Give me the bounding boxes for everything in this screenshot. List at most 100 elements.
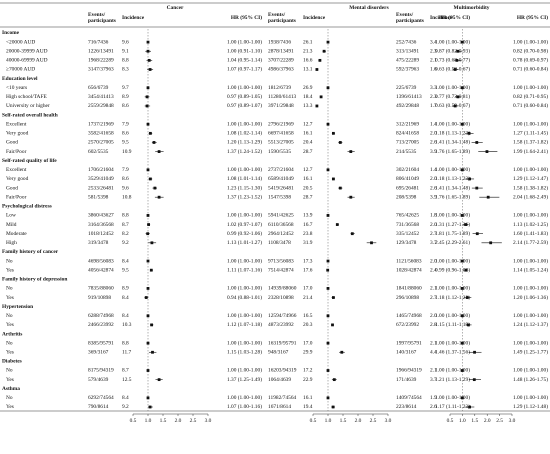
incidence: 17.6 xyxy=(303,267,313,273)
x-tick-label: 2.0 xyxy=(484,418,491,424)
hr-marker xyxy=(157,150,161,153)
hr-marker xyxy=(461,341,464,345)
events: 475/22289 xyxy=(396,58,419,64)
events: 1671/8614 xyxy=(268,404,291,410)
hr-label: 1.48 (1.26-1.75) xyxy=(513,376,548,383)
hr-label: 1.00 (1.00-1.00) xyxy=(227,38,262,45)
row-label: <20000 AUD xyxy=(6,39,35,45)
hr-marker xyxy=(146,122,150,126)
events: 2559/29848 xyxy=(88,103,114,109)
x-tick-label: 0.5 xyxy=(310,418,317,424)
incidence: 28.7 xyxy=(303,194,313,200)
row-label: High xyxy=(6,240,17,246)
events: 919/10898 xyxy=(88,295,111,301)
incidence: 3.9 xyxy=(430,194,437,200)
hr-marker xyxy=(461,314,464,318)
events: 3860/43627 xyxy=(88,213,114,219)
hr-label: 1.81 (1.75-1.89) xyxy=(435,230,470,237)
events: 1966/94319 xyxy=(396,368,422,374)
events: 3147/37963 xyxy=(88,67,114,73)
hr-label: 1.37 (1.23-1.52) xyxy=(227,193,262,200)
x-tick-label: 1.5 xyxy=(471,418,478,424)
incidence: 20.5 xyxy=(303,185,313,191)
row-label: No xyxy=(6,395,13,401)
incidence: 10.8 xyxy=(122,194,132,200)
hr-label: 1.23 (1.15-1.30) xyxy=(227,184,262,191)
events: 214/5535 xyxy=(396,149,417,155)
hr-label: 1.00 (1.00-1.00) xyxy=(513,394,548,401)
row-label: No xyxy=(6,313,13,319)
incidence: 8.4 xyxy=(122,313,129,319)
incidence: 28.7 xyxy=(303,149,313,155)
hr-marker xyxy=(146,232,150,236)
events: 1706/21604 xyxy=(88,167,114,173)
incidence: 2.8 xyxy=(430,322,437,328)
incidence: 1.8 xyxy=(430,213,437,219)
events: 5513/27005 xyxy=(268,140,294,146)
events: 6589/41049 xyxy=(268,176,294,182)
events: 1590/5535 xyxy=(268,149,291,155)
hr-marker xyxy=(145,104,149,108)
x-tick-label: 2.5 xyxy=(370,418,377,424)
hr-label: 1.00 (1.00-1.00) xyxy=(513,212,548,219)
column-header: Events/ xyxy=(268,12,286,18)
incidence: 7.9 xyxy=(122,121,129,127)
incidence: 9.2 xyxy=(122,240,129,246)
events: 1018/12452 xyxy=(88,231,114,237)
hr-marker xyxy=(332,131,335,135)
incidence: 8.4 xyxy=(122,258,129,264)
events: 11982/74564 xyxy=(268,395,297,401)
hr-label: 1.49 (1.25-1.77) xyxy=(513,349,548,356)
hr-label: 1.00 (1.00-1.00) xyxy=(513,312,548,319)
events: 824/41658 xyxy=(396,131,419,137)
incidence: 3.7 xyxy=(430,377,437,383)
incidence: 16.6 xyxy=(303,58,313,64)
events: 602/5535 xyxy=(88,149,109,155)
panel-title: Cancer xyxy=(167,5,184,11)
row-label: Excellent xyxy=(6,167,27,173)
events: 171/4639 xyxy=(396,377,417,383)
hr-label: 1.00 (1.00-1.00) xyxy=(435,212,470,219)
events: 3164/36568 xyxy=(88,222,114,228)
incidence: 23.8 xyxy=(303,231,313,237)
row-label: Good xyxy=(6,185,18,191)
hr-marker xyxy=(473,350,476,354)
incidence: 1.4 xyxy=(430,167,437,173)
row-label: 20000-39999 AUD xyxy=(6,48,48,54)
hr-label: 0.73 (0.68-0.77) xyxy=(435,57,470,64)
x-tick-label: 1.0 xyxy=(145,418,152,424)
x-tick-label: 3.0 xyxy=(385,418,392,424)
group-label: Arthritis xyxy=(2,331,22,337)
row-label: No xyxy=(6,340,13,346)
column-header: Incidence xyxy=(303,15,326,21)
hr-label: 1.00 (1.00-1.00) xyxy=(227,84,262,91)
hr-label: 1.15 (1.11-1.19) xyxy=(435,321,470,328)
incidence: 10.9 xyxy=(122,149,132,155)
events: 16319/95791 xyxy=(268,340,297,346)
hr-label: 1.00 (1.00-1.00) xyxy=(435,38,470,45)
events: 252/7436 xyxy=(396,39,417,45)
hr-marker xyxy=(468,177,471,181)
events: 12594/74966 xyxy=(268,313,297,319)
hr-label: 0.97 (0.89-1.05) xyxy=(227,93,262,100)
row-label: Moderate xyxy=(6,231,27,237)
hr-label: 1.41 (1.34-1.48) xyxy=(435,139,470,146)
group-label: Education level xyxy=(2,76,38,82)
hr-label: 1.11 (1.07-1.16) xyxy=(227,266,262,273)
events: 1409/74564 xyxy=(396,395,422,401)
incidence: 1.6 xyxy=(430,67,437,73)
incidence: 22.9 xyxy=(303,377,313,383)
hr-marker xyxy=(349,150,353,153)
hr-label: 1.00 (1.00-1.00) xyxy=(435,166,470,173)
events: 335/12452 xyxy=(396,231,419,237)
incidence: 8.8 xyxy=(122,58,129,64)
incidence: 2.1 xyxy=(430,368,437,374)
events: 6292/74564 xyxy=(88,395,114,401)
hr-marker xyxy=(331,323,334,327)
hr-label: 1.20 (1.13-1.29) xyxy=(227,139,262,146)
hr-marker xyxy=(455,58,459,62)
hr-label: 1.00 (1.00-1.00) xyxy=(513,367,548,374)
hr-marker xyxy=(486,195,490,199)
events: 296/10898 xyxy=(396,295,419,301)
